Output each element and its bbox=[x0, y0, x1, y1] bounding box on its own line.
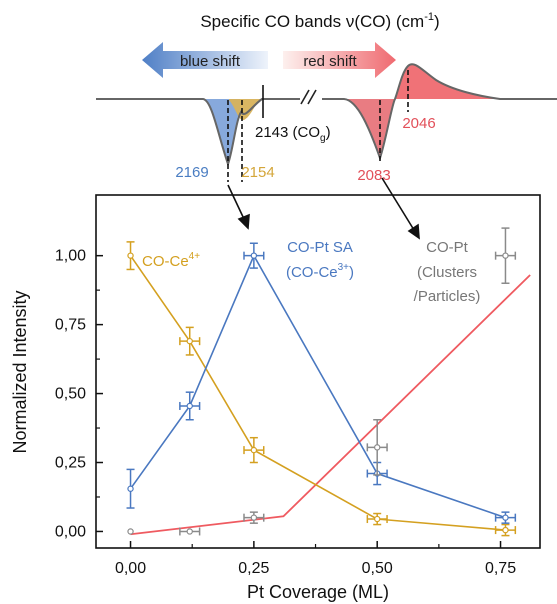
x-tick-label: 0,25 bbox=[238, 560, 269, 577]
label-co-pt: CO-Pt bbox=[426, 239, 469, 256]
data-point bbox=[502, 514, 509, 521]
label-co-ce4: CO-Ce4+ bbox=[142, 251, 200, 270]
ir-spectrum bbox=[96, 63, 557, 182]
peak-label-2083: 2083 bbox=[357, 167, 390, 184]
spectrum-title: Specific CO bands ν(CO) (cm-1) bbox=[200, 11, 439, 31]
y-axis-title: Normalized Intensity bbox=[10, 290, 30, 453]
peak-2046-fill bbox=[395, 64, 500, 99]
data-point bbox=[502, 526, 509, 534]
data-point bbox=[186, 402, 193, 410]
connector-arrows bbox=[227, 177, 420, 240]
y-tick-label: 1,00 bbox=[55, 248, 86, 265]
peak-label-2046: 2046 bbox=[402, 115, 435, 132]
plot-area: 0,00 0,25 0,50 0,75 0,00 0,25 0,50 0,75 1,00 bbox=[55, 194, 541, 577]
series-2 bbox=[127, 227, 517, 536]
blue-shift-label: blue shift bbox=[180, 53, 241, 70]
spectrum-line bbox=[96, 63, 557, 168]
red-shift-label: red shift bbox=[303, 53, 357, 70]
peak-2154-fill bbox=[229, 99, 262, 121]
data-point bbox=[186, 528, 193, 535]
label-co-pt-sa: CO-Pt SA bbox=[287, 239, 353, 256]
x-tick-label: 0,00 bbox=[115, 560, 146, 577]
x-tick-label: 0,75 bbox=[485, 560, 516, 577]
series-layer bbox=[126, 227, 517, 537]
data-point bbox=[374, 515, 381, 523]
co-gas-label: 2143 (COg) bbox=[255, 124, 331, 144]
series-0 bbox=[126, 241, 517, 537]
plot-frame bbox=[95, 194, 541, 549]
fit-layer bbox=[130, 274, 531, 536]
peak-label-2154: 2154 bbox=[241, 164, 274, 181]
red-shift-arrow: red shift bbox=[283, 42, 396, 78]
y-tick-label: 0,25 bbox=[55, 455, 86, 472]
series-1 bbox=[126, 242, 517, 524]
data-point bbox=[250, 514, 258, 521]
label-clusters: (Clusters bbox=[417, 264, 477, 281]
data-point bbox=[250, 252, 258, 259]
peak-label-2169: 2169 bbox=[175, 164, 208, 181]
axis-ticks: 0,00 0,25 0,50 0,75 0,00 0,25 0,50 0,75 1,00 bbox=[55, 248, 516, 577]
blue-shift-arrow: blue shift bbox=[142, 42, 268, 78]
x-tick-label: 0,50 bbox=[362, 560, 393, 577]
label-co-ce3: (CO-Ce3+) bbox=[286, 262, 354, 281]
data-point bbox=[502, 252, 509, 259]
y-tick-label: 0,50 bbox=[55, 386, 86, 403]
peak-2169-fill bbox=[203, 99, 240, 164]
data-point bbox=[186, 337, 193, 345]
data-point bbox=[127, 252, 134, 259]
co-pt-fit-line bbox=[130, 274, 531, 536]
data-point bbox=[250, 446, 258, 454]
label-particles: /Particles) bbox=[414, 288, 481, 305]
y-tick-label: 0,00 bbox=[55, 523, 86, 540]
data-point bbox=[127, 528, 134, 535]
x-axis-title: Pt Coverage (ML) bbox=[247, 582, 389, 602]
data-point bbox=[374, 444, 381, 451]
y-tick-label: 0,75 bbox=[55, 317, 86, 334]
data-point bbox=[127, 485, 134, 492]
